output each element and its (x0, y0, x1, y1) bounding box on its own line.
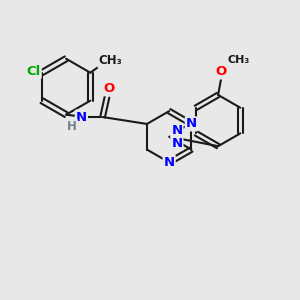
Text: CH₃: CH₃ (227, 55, 249, 65)
Text: N: N (171, 124, 182, 137)
Text: H: H (67, 120, 77, 133)
Text: N: N (171, 137, 182, 150)
Text: O: O (104, 82, 115, 95)
Text: N: N (186, 117, 197, 130)
Text: CH₃: CH₃ (98, 54, 122, 68)
Text: N: N (76, 110, 87, 124)
Text: Cl: Cl (26, 65, 41, 78)
Text: N: N (164, 156, 175, 169)
Text: O: O (215, 65, 227, 79)
